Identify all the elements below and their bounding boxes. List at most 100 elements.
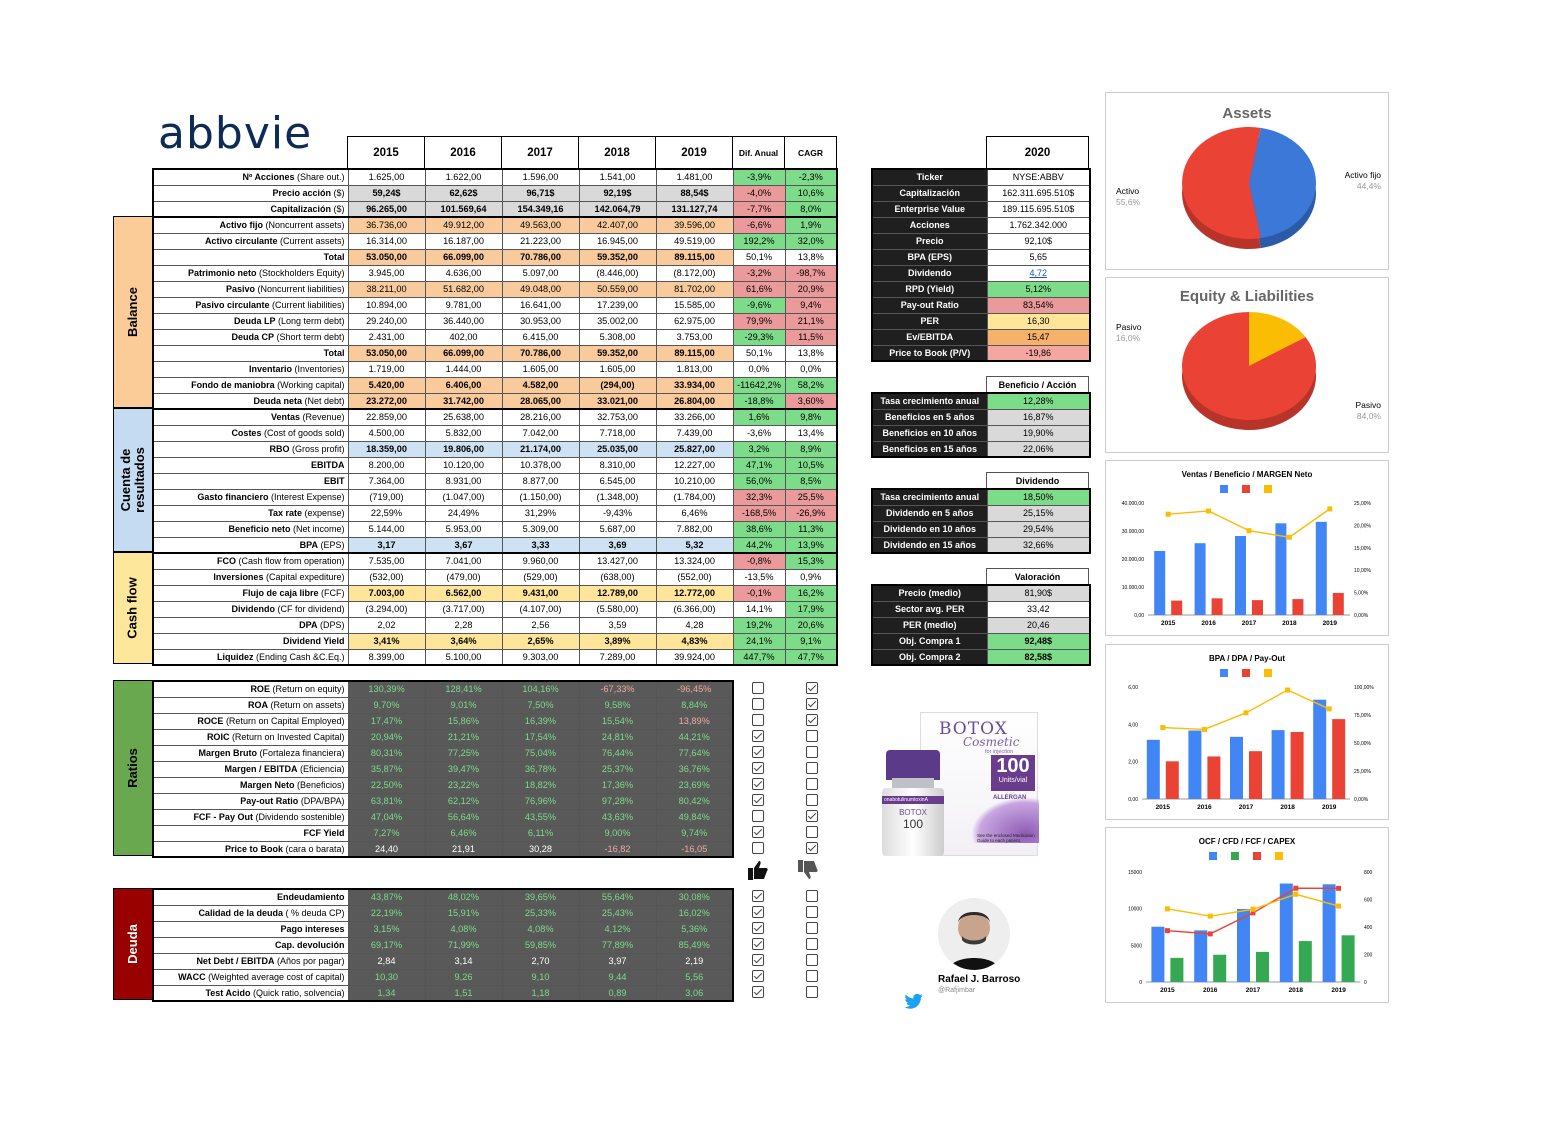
row-label-sub: (Return on equity)	[269, 684, 345, 695]
legend-swatch	[1231, 852, 1239, 860]
cell-dif-anual: 32,3%	[732, 488, 786, 506]
thumbs-down-checkbox[interactable]	[806, 986, 818, 998]
thumbs-up-checkbox[interactable]	[752, 698, 764, 710]
thumbs-down-checkbox[interactable]	[806, 762, 818, 774]
cell-cagr: -2,3%	[784, 168, 838, 186]
thumbs-up-checkbox[interactable]	[752, 730, 764, 742]
cell-cagr: 9,1%	[784, 632, 838, 650]
y2-tick-label: 50,00%	[1354, 741, 1372, 747]
cell-dif-anual: 56,0%	[732, 472, 786, 490]
thumbs-down-checkbox[interactable]	[806, 746, 818, 758]
thumbs-up-checkbox[interactable]	[752, 810, 764, 822]
thumbs-up-checkbox[interactable]	[752, 794, 764, 806]
table-row: Price to Book (P/V) -19,86	[871, 344, 1091, 362]
thumbs-down-checkbox[interactable]	[806, 682, 818, 694]
cell-cagr: 10,6%	[784, 184, 838, 202]
thumbs-up-checkbox[interactable]	[752, 842, 764, 854]
row-label: ROE (Return on equity)	[152, 680, 349, 698]
row-label: Deuda neta (Net debt)	[152, 392, 349, 410]
thumbs-down-checkbox[interactable]	[806, 730, 818, 742]
pie-label: Activo	[1116, 186, 1139, 196]
thumbs-up-checkbox[interactable]	[752, 714, 764, 726]
thumbs-down-checkbox[interactable]	[806, 842, 818, 854]
cell-value: 3.945,00	[347, 264, 426, 282]
summary-key: Capitalización	[871, 184, 988, 202]
cell-value: 4,08%	[501, 920, 580, 938]
thumbs-down-checkbox[interactable]	[806, 938, 818, 950]
cell-value: 5.687,00	[578, 520, 657, 538]
bar	[1290, 731, 1304, 799]
thumbs-up-checkbox[interactable]	[752, 938, 764, 950]
summary-value: 29,54%	[986, 520, 1091, 538]
thumbs-down-checkbox[interactable]	[806, 698, 818, 710]
thumbs-up-checkbox[interactable]	[752, 746, 764, 758]
summary-2020-table: Ticker NYSE:ABBV Capitalización 162.311.695…	[871, 168, 1091, 362]
thumbs-up-checkbox[interactable]	[752, 906, 764, 918]
thumbs-up-checkbox[interactable]	[752, 762, 764, 774]
cell-value: 142.064,79	[578, 200, 657, 218]
thumbs-up-checkbox[interactable]	[752, 778, 764, 790]
thumbs-down-checkbox[interactable]	[806, 794, 818, 806]
thumbs-down-checkbox[interactable]	[806, 970, 818, 982]
thumbs-up-checkbox[interactable]	[752, 890, 764, 902]
summary-value[interactable]: 4,72	[986, 264, 1091, 282]
row-label-sub: (CF for dividend)	[274, 604, 345, 614]
table-row: Patrimonio neto (Stockholders Equity) 3.9…	[152, 264, 838, 282]
thumbs-down-checkbox[interactable]	[806, 810, 818, 822]
thumbs-down-checkbox[interactable]	[806, 826, 818, 838]
thumbs-down-checkbox[interactable]	[806, 714, 818, 726]
cell-value: 77,64%	[655, 744, 734, 762]
thumbs-up-checkbox[interactable]	[752, 682, 764, 694]
row-label-sub: (cara o barata)	[282, 843, 345, 854]
cell-value: 43,55%	[501, 808, 580, 826]
table-row: Margen / EBITDA (Eficiencia) 35,87% 39,47%…	[152, 760, 734, 778]
cell-value: 22,59%	[347, 504, 426, 522]
table-row: Liquidez (Ending Cash &C.Eq.) 8.399,00 5.1…	[152, 648, 838, 666]
thumbs-up-checkbox[interactable]	[752, 970, 764, 982]
table-row: Deuda LP (Long term debt) 29.240,00 36.440…	[152, 312, 838, 330]
cell-value: 9.303,00	[501, 648, 580, 666]
cell-value: 36,76%	[655, 760, 734, 778]
cell-value: 128,41%	[424, 680, 503, 698]
thumbs-down-checkbox[interactable]	[806, 778, 818, 790]
thumbs-down-checkbox[interactable]	[806, 906, 818, 918]
row-label-main: Activo fijo	[219, 220, 263, 231]
summary-2020-header: 2020	[986, 136, 1089, 169]
y-tick-label: 0,00	[1128, 797, 1138, 803]
cell-value: 80,42%	[655, 792, 734, 810]
x-tick-label: 2016	[1203, 987, 1218, 994]
cell-value: -67,33%	[578, 680, 657, 698]
cell-dif-anual: 447,7%	[732, 648, 786, 666]
table-row: ROE (Return on equity) 130,39% 128,41% 104,…	[152, 680, 734, 698]
thumbs-up-icon	[746, 859, 770, 881]
cell-value: (552,00)	[655, 568, 734, 586]
thumbs-up-checkbox[interactable]	[752, 826, 764, 838]
cell-value: (294,00)	[578, 376, 657, 394]
line-point	[1250, 906, 1256, 912]
cell-value: 10.120,00	[424, 456, 503, 474]
cell-value: 89.115,00	[655, 344, 734, 362]
cell-cagr: -26,9%	[784, 504, 838, 522]
thumbs-down-checkbox[interactable]	[806, 922, 818, 934]
table-row: BPA (EPS) 3,17 3,67 3,33 3,69 5,32 44,2% 13,9%	[152, 536, 838, 554]
thumbs-up-checkbox[interactable]	[752, 954, 764, 966]
row-label-main: BPA	[299, 539, 318, 550]
cell-value: 16.641,00	[501, 296, 580, 314]
cell-value: 39,65%	[501, 888, 580, 906]
twitter-icon[interactable]	[904, 993, 924, 1010]
cell-cagr: 15,3%	[784, 552, 838, 570]
row-label: Test Acido (Quick ratio, solvencia)	[152, 984, 349, 1002]
thumbs-up-checkbox[interactable]	[752, 922, 764, 934]
row-label: Cap. devolución	[152, 936, 349, 954]
bar	[1237, 908, 1250, 982]
y-tick-label: 0,00	[1134, 613, 1144, 619]
thumbs-up-checkbox[interactable]	[752, 986, 764, 998]
cell-value: 96.265,00	[347, 200, 426, 218]
thumbs-down-checkbox[interactable]	[806, 890, 818, 902]
row-label-main: Margen / EBITDA	[224, 764, 298, 774]
thumbs-down-checkbox[interactable]	[806, 954, 818, 966]
row-label-main: Fondo de maniobra	[191, 380, 275, 390]
cell-value: 8.200,00	[347, 456, 426, 474]
cell-cagr: 1,9%	[784, 216, 838, 234]
cell-value: 8.399,00	[347, 648, 426, 666]
